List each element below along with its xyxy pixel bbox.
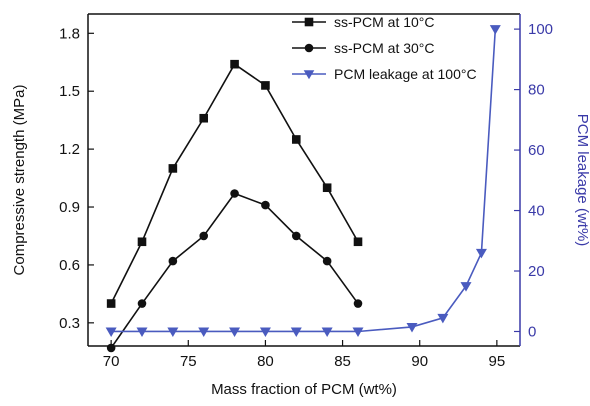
series-layer bbox=[105, 25, 501, 353]
legend-label: ss-PCM at 10°C bbox=[334, 14, 435, 30]
series-1 bbox=[106, 59, 363, 308]
series-line bbox=[111, 29, 497, 333]
data-point bbox=[137, 237, 147, 247]
data-point bbox=[230, 189, 239, 198]
data-point bbox=[353, 299, 363, 308]
data-point bbox=[322, 183, 332, 193]
y-tick-label: 1.5 bbox=[59, 83, 80, 100]
series-2 bbox=[106, 189, 363, 353]
x-tick-label: 75 bbox=[180, 353, 197, 370]
data-point bbox=[321, 327, 333, 337]
legend-label: PCM leakage at 100°C bbox=[334, 66, 477, 82]
legend: ss-PCM at 10°C ss-PCM at 30°C PCM leakage … bbox=[292, 14, 477, 82]
y2-axis-title: PCM leakage (wt%) bbox=[574, 114, 590, 247]
data-point bbox=[199, 231, 209, 241]
x-tick-label: 80 bbox=[257, 353, 274, 370]
y2-tick-label: 20 bbox=[528, 263, 545, 280]
y2-tick-label: 0 bbox=[528, 323, 536, 340]
data-point bbox=[489, 25, 501, 35]
series-line bbox=[110, 63, 359, 304]
data-point bbox=[229, 327, 241, 337]
series-line bbox=[110, 192, 359, 349]
data-point bbox=[105, 327, 117, 337]
data-point bbox=[322, 256, 332, 266]
data-point bbox=[290, 327, 302, 337]
data-point bbox=[106, 299, 116, 308]
legend-marker bbox=[303, 70, 315, 80]
y-tick-label: 1.8 bbox=[59, 25, 80, 42]
data-point bbox=[137, 299, 147, 308]
x-axis-title: Mass fraction of PCM (wt%) bbox=[211, 381, 397, 398]
legend-marker bbox=[304, 43, 314, 53]
data-point bbox=[353, 237, 363, 247]
data-point bbox=[230, 59, 239, 69]
data-point bbox=[168, 164, 178, 173]
y2-tick-label: 40 bbox=[528, 203, 545, 220]
data-point bbox=[437, 313, 449, 324]
data-point bbox=[106, 343, 116, 353]
data-point bbox=[168, 256, 178, 266]
legend-entry: ss-PCM at 10°C bbox=[292, 14, 435, 30]
y-axis-title: Compressive strength (MPa) bbox=[11, 85, 28, 276]
series-3 bbox=[105, 25, 501, 337]
x-tick-label: 85 bbox=[334, 353, 351, 370]
data-point bbox=[475, 248, 487, 259]
legend-marker bbox=[304, 17, 314, 27]
y-tick-label: 0.6 bbox=[59, 257, 80, 274]
y2-tick-label: 100 bbox=[528, 21, 553, 38]
data-point bbox=[291, 231, 301, 241]
x-tick-label: 70 bbox=[103, 353, 120, 370]
data-point bbox=[198, 327, 210, 337]
y2-tick-label: 60 bbox=[528, 142, 545, 159]
data-point bbox=[406, 322, 418, 333]
x-tick-label: 90 bbox=[411, 353, 428, 370]
data-point bbox=[136, 327, 148, 337]
y-tick-label: 0.3 bbox=[59, 315, 80, 332]
data-point bbox=[460, 282, 472, 292]
data-point bbox=[199, 113, 209, 123]
legend-entry: PCM leakage at 100°C bbox=[292, 66, 477, 82]
y-tick-label: 1.2 bbox=[59, 141, 80, 158]
data-point bbox=[259, 327, 271, 337]
x-tick-label: 95 bbox=[489, 353, 506, 370]
data-point bbox=[167, 327, 179, 337]
data-point bbox=[291, 135, 301, 144]
y-tick-label: 0.9 bbox=[59, 199, 80, 216]
data-point bbox=[352, 327, 364, 337]
legend-label: ss-PCM at 30°C bbox=[334, 40, 435, 56]
data-point bbox=[261, 81, 270, 90]
legend-entry: ss-PCM at 30°C bbox=[292, 40, 435, 56]
y2-tick-label: 80 bbox=[528, 82, 545, 99]
axes: 70 75 80 85 90 95 0.3 0.6 0.9 1.2 1.5 1.8 0 20 40 60 80 1… bbox=[59, 13, 553, 370]
data-point bbox=[261, 200, 270, 210]
